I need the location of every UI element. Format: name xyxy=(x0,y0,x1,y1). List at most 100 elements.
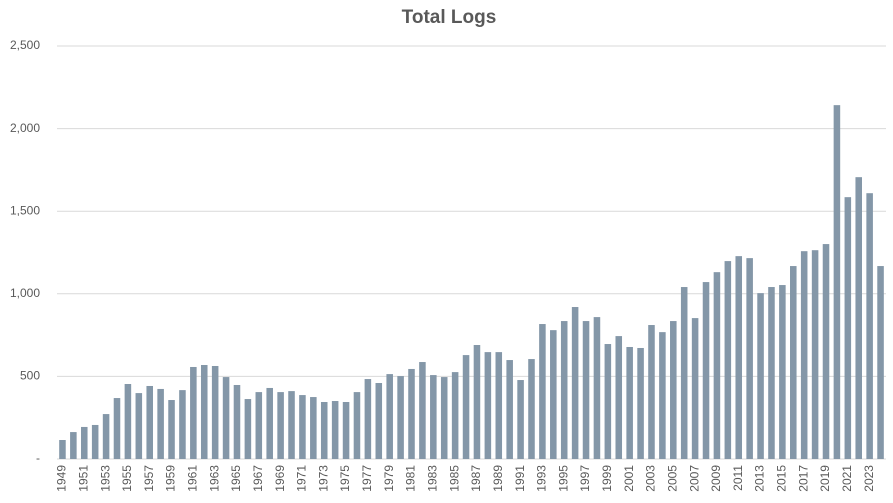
bar xyxy=(288,391,295,459)
x-tick-label: 2015 xyxy=(775,465,789,492)
y-tick-label: 2,000 xyxy=(10,121,40,135)
x-tick-label: 1985 xyxy=(447,465,461,492)
x-tick-label: 2001 xyxy=(622,465,636,492)
x-tick-label: 2017 xyxy=(796,465,810,492)
bar xyxy=(255,392,263,459)
bar xyxy=(190,366,197,459)
bar xyxy=(702,282,710,459)
bar xyxy=(506,360,513,459)
bar xyxy=(266,387,273,459)
bar xyxy=(451,372,459,459)
x-tick-label: 1991 xyxy=(513,465,527,492)
bar xyxy=(877,266,884,459)
bar xyxy=(637,347,644,459)
x-tick-label: 1987 xyxy=(469,465,483,492)
bar xyxy=(768,287,775,459)
bar xyxy=(211,365,219,459)
bar xyxy=(397,376,404,459)
x-tick-label: 1975 xyxy=(338,465,352,492)
y-tick-label: - xyxy=(36,451,40,465)
bar xyxy=(582,321,590,459)
x-tick-label: 1969 xyxy=(273,465,287,492)
bar xyxy=(822,244,830,459)
x-tick-label: 1983 xyxy=(425,465,439,492)
x-tick-label: 1961 xyxy=(186,465,200,492)
x-tick-label: 1999 xyxy=(600,465,614,492)
x-tick-label: 1967 xyxy=(251,465,265,492)
bar xyxy=(746,258,753,459)
bar xyxy=(353,392,361,459)
bar xyxy=(484,352,492,459)
bar xyxy=(408,368,415,459)
x-tick-label: 1973 xyxy=(316,465,330,492)
bar xyxy=(866,193,873,459)
bar xyxy=(833,105,841,459)
bar xyxy=(135,393,143,459)
bar xyxy=(233,384,241,459)
bar xyxy=(80,426,88,459)
bar xyxy=(440,377,448,459)
bar xyxy=(670,321,677,459)
x-tick-label: 1957 xyxy=(142,465,156,492)
x-tick-label: 1963 xyxy=(207,465,221,492)
x-tick-label: 1965 xyxy=(229,465,243,492)
bar xyxy=(855,177,863,459)
bar xyxy=(811,250,819,459)
bar xyxy=(320,402,328,459)
x-tick-label: 2009 xyxy=(709,465,723,492)
bar xyxy=(102,414,110,459)
bar xyxy=(331,401,339,459)
y-tick-label: 1,000 xyxy=(10,286,40,300)
bar xyxy=(168,400,175,459)
bar xyxy=(364,379,372,459)
bar xyxy=(713,272,721,459)
bar xyxy=(495,352,503,459)
x-tick-label: 2007 xyxy=(687,465,701,492)
bar xyxy=(157,388,164,459)
bar xyxy=(593,317,601,459)
x-tick-label: 2011 xyxy=(731,465,745,491)
bar xyxy=(310,397,317,459)
bar xyxy=(200,365,208,459)
x-tick-label: 2019 xyxy=(818,465,832,492)
bar xyxy=(528,359,535,459)
bar xyxy=(560,321,568,459)
bar xyxy=(299,395,306,459)
x-tick-label: 1949 xyxy=(55,465,69,492)
x-tick-label: 1959 xyxy=(164,465,178,492)
x-tick-label: 1977 xyxy=(360,465,374,492)
x-tick-label: 1955 xyxy=(120,465,134,492)
x-tick-label: 2005 xyxy=(665,465,679,492)
bar xyxy=(604,344,612,459)
bar xyxy=(244,399,252,459)
bar xyxy=(779,285,786,459)
bar xyxy=(790,266,797,459)
x-tick-label: 2013 xyxy=(753,465,767,492)
x-tick-label: 2003 xyxy=(644,465,658,492)
bar xyxy=(648,325,655,459)
bar xyxy=(430,375,437,459)
bar xyxy=(386,374,393,459)
bar xyxy=(571,307,579,459)
bar xyxy=(70,432,77,459)
x-tick-label: 1997 xyxy=(578,465,592,492)
x-tick-label: 1971 xyxy=(295,465,309,492)
x-tick-label: 1995 xyxy=(556,465,570,492)
bar xyxy=(342,402,350,459)
x-tick-label: 2023 xyxy=(862,465,876,492)
bar xyxy=(222,377,230,459)
bar xyxy=(539,324,546,459)
y-tick-label: 2,500 xyxy=(10,38,40,52)
x-tick-label: 1951 xyxy=(76,465,90,492)
bar xyxy=(691,318,699,459)
bar xyxy=(659,332,666,459)
x-tick-label: 1953 xyxy=(98,465,112,492)
bar xyxy=(59,440,66,459)
bar xyxy=(419,362,426,459)
x-tick-label: 1993 xyxy=(535,465,549,492)
bar xyxy=(113,398,121,459)
bar xyxy=(626,346,633,459)
bar xyxy=(146,385,153,459)
bar xyxy=(179,390,186,459)
